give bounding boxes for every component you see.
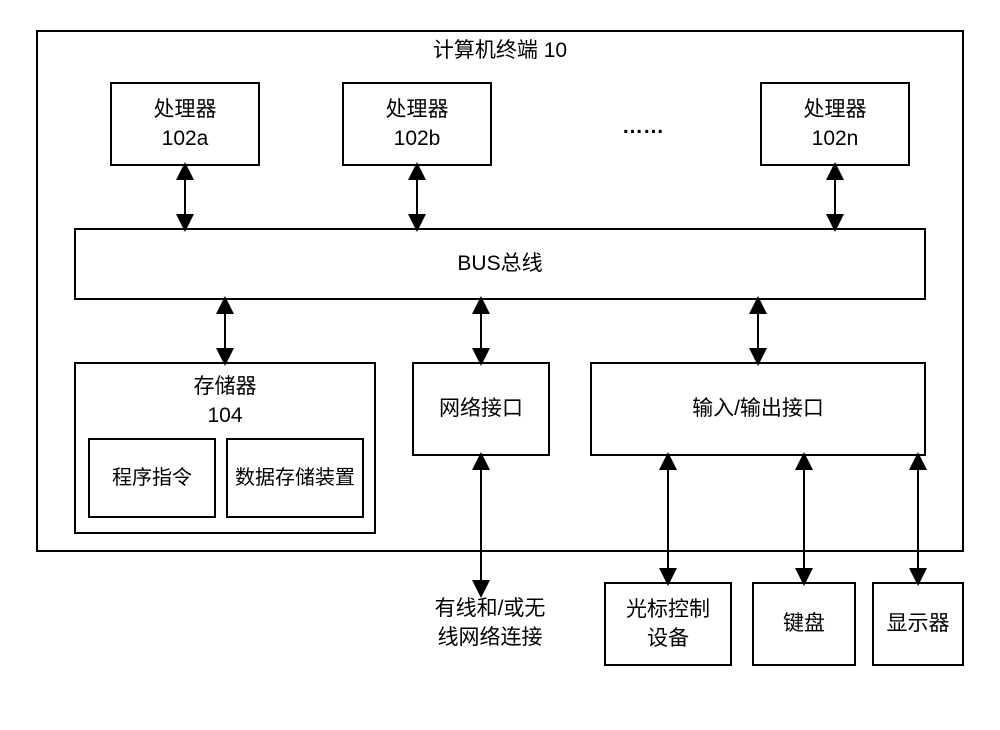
diagram-title: 计算机终端 10 bbox=[380, 36, 620, 65]
data-storage-label: 数据存储装置 bbox=[235, 464, 355, 492]
network-connection-label: 有线和/或无 线网络连接 bbox=[410, 594, 570, 653]
bus-label: BUS总线 bbox=[457, 249, 542, 278]
ellipsis-label: …… bbox=[588, 112, 698, 141]
processor-a-box: 处理器 102a bbox=[110, 82, 260, 166]
processor-n-box: 处理器 102n bbox=[760, 82, 910, 166]
bus-box: BUS总线 bbox=[74, 228, 926, 300]
network-interface-label: 网络接口 bbox=[439, 394, 523, 423]
diagram-canvas: 计算机终端 10 处理器 102a 处理器 102b 处理器 102n …… B… bbox=[0, 0, 1000, 730]
io-interface-label: 输入/输出接口 bbox=[692, 394, 824, 423]
display-box: 显示器 bbox=[872, 582, 964, 666]
processor-a-label: 处理器 bbox=[154, 95, 217, 124]
program-instructions-box: 程序指令 bbox=[88, 438, 216, 518]
display-label: 显示器 bbox=[887, 609, 950, 638]
memory-label: 存储器 bbox=[194, 372, 257, 401]
network-connection-line2: 线网络连接 bbox=[410, 623, 570, 652]
cursor-control-line1: 光标控制 bbox=[626, 595, 710, 624]
memory-id: 104 bbox=[207, 401, 242, 430]
io-interface-box: 输入/输出接口 bbox=[590, 362, 926, 456]
processor-b-box: 处理器 102b bbox=[342, 82, 492, 166]
keyboard-label: 键盘 bbox=[783, 609, 825, 638]
program-instructions-label: 程序指令 bbox=[112, 464, 192, 492]
data-storage-box: 数据存储装置 bbox=[226, 438, 364, 518]
processor-b-label: 处理器 bbox=[386, 95, 449, 124]
cursor-control-box: 光标控制 设备 bbox=[604, 582, 732, 666]
keyboard-box: 键盘 bbox=[752, 582, 856, 666]
processor-n-label: 处理器 bbox=[804, 95, 867, 124]
processor-b-id: 102b bbox=[394, 124, 441, 153]
network-connection-line1: 有线和/或无 bbox=[410, 594, 570, 623]
cursor-control-line2: 设备 bbox=[647, 624, 689, 653]
processor-a-id: 102a bbox=[162, 124, 209, 153]
processor-n-id: 102n bbox=[812, 124, 859, 153]
network-interface-box: 网络接口 bbox=[412, 362, 550, 456]
